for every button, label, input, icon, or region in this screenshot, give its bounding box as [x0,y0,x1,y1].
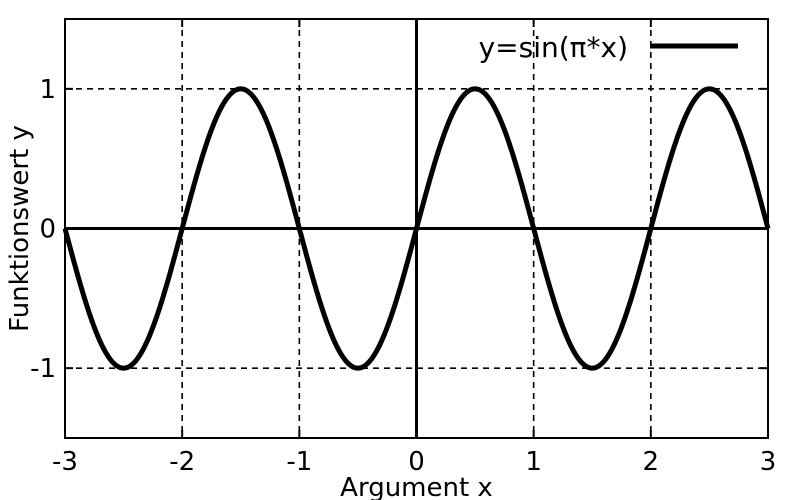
y-axis-title: Funktionswert y [5,125,35,332]
x-tick-label: 1 [525,447,542,477]
y-tick-label: 0 [39,215,56,245]
tick-marks [64,19,769,438]
legend-label: y=sin(π*x) [479,31,628,64]
x-tick-label: 0 [408,447,425,477]
y-tick-label: 1 [39,75,56,105]
tick-labels: -3 -2 -1 0 1 2 3 -1 0 1 [30,75,776,477]
y-tick-label: -1 [30,354,56,384]
series-layer [62,86,771,371]
x-tick-label: -1 [286,447,312,477]
x-axis-title: Argument x [340,473,493,500]
x-tick-label: -2 [169,447,195,477]
series-line [62,86,771,371]
x-tick-label: 2 [643,447,660,477]
x-tick-label: 3 [760,447,777,477]
legend: y=sin(π*x) [479,31,738,64]
x-tick-label: -3 [52,447,78,477]
